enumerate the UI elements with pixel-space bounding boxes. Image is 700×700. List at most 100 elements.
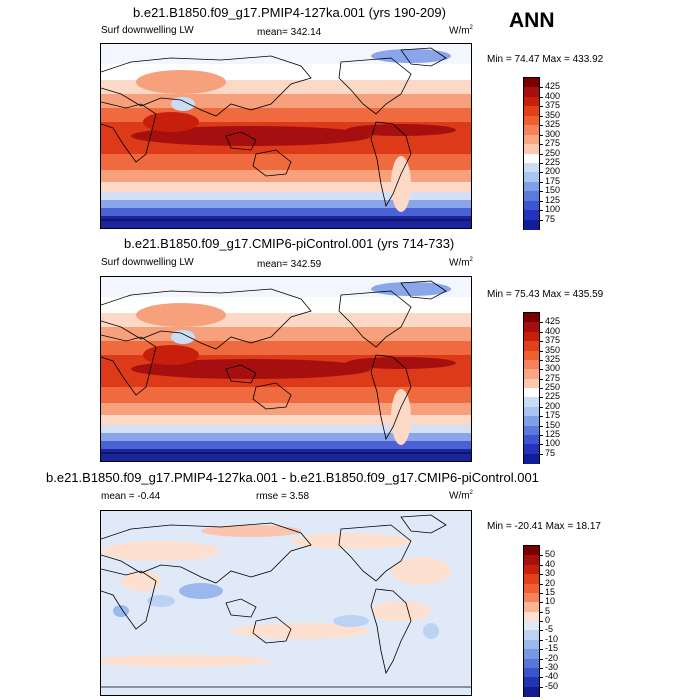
colorbar-swatch [524,388,539,398]
map-coastline [400,280,447,300]
map-andes [391,156,411,212]
map-tibet [171,330,195,344]
map-coastline [370,354,412,441]
colorbar-tick-label: 375 [545,100,561,111]
colorbar-swatch [524,96,539,107]
colorbar-tick [539,602,543,604]
colorbar-swatch [524,378,539,389]
map-warm-pool [346,124,456,136]
colorbar-swatch [524,341,539,351]
colorbar-tick [539,144,543,146]
colorbar-swatch [524,667,539,678]
map-anomaly-positive [371,601,431,621]
colorbar-swatch [524,397,539,408]
colorbar-tick [539,191,543,193]
map-anomaly-negative [113,605,129,617]
colorbar-swatch [524,322,539,333]
map-coastline [101,334,157,396]
map-band [101,192,471,200]
map-band [101,387,471,403]
map-band [101,403,471,415]
map-coastline [225,131,257,151]
colorbar-swatch [524,144,539,154]
colorbar-tick-label: 150 [545,419,561,430]
colorbar-tick-label: -30 [545,661,559,672]
colorbar-tick [539,564,543,566]
map-coastline [400,47,447,67]
colorbar-swatch [524,621,539,631]
colorbar-tick [539,219,543,221]
colorbar-swatch [524,78,539,88]
colorbar-tick [539,667,543,669]
colorbar-tick [539,388,543,389]
colorbar-swatch [524,125,539,136]
panel-2-colorbar [523,312,543,464]
map-anomaly-negative [179,583,223,599]
colorbar-tick-label: 350 [545,109,561,120]
colorbar-tick [539,453,543,455]
colorbar-swatch [524,564,539,575]
colorbar-swatch [524,134,539,145]
colorbar-tick-label: -50 [545,680,559,691]
map-coastline [101,101,157,163]
colorbar-tick [539,181,543,183]
colorbar-swatch [524,686,539,697]
colorbar-tick-label: 175 [545,175,561,186]
colorbar-tick [539,611,543,613]
colorbar-tick [539,153,543,155]
colorbar-swatch [524,602,539,613]
colorbar-swatch [524,406,539,417]
colorbar-swatch [524,677,539,688]
map-band [101,425,471,433]
map-band [101,216,471,228]
colorbar-tick-label: 275 [545,372,561,383]
panel-2-title: b.e21.B1850.f09_g17.CMIP6-piControl.001 … [124,236,455,251]
colorbar-tick-label: 400 [545,90,561,101]
map-anomaly-positive [391,557,451,585]
panel-1-colorbar [523,77,543,230]
colorbar-tick [539,96,543,98]
colorbar-tick-label: 175 [545,410,561,421]
colorbar-tick [539,87,543,89]
colorbar-tick [539,125,543,127]
colorbar-tick [539,350,543,352]
colorbar-tick [539,106,543,108]
panel-1-variable-label: Surf downwelling LW [101,25,194,36]
map-band [101,170,471,182]
colorbar-tick-label: 300 [545,128,561,139]
colorbar-tick [539,677,543,679]
colorbar-tick [539,359,543,361]
map-band [101,94,471,108]
map-band [101,449,471,461]
colorbar-tick [539,434,543,436]
colorbar-tick-label: 100 [545,204,561,215]
map-anomaly-negative [147,595,175,607]
colorbar-tick [539,369,543,371]
panel-1-units: W/m2 [449,25,473,37]
colorbar-tick-label: 375 [545,335,561,346]
map-band [101,327,471,341]
colorbar-swatch [524,453,539,464]
colorbar-tick-label: 0 [545,615,551,625]
map-warm-pool [131,126,371,146]
colorbar-swatch [524,416,539,426]
map-coastline [101,522,312,584]
panel-3-map [100,510,472,696]
colorbar-tick-label: -15 [545,643,559,654]
map-band [101,441,471,449]
colorbar-tick-label: 5 [545,605,551,616]
map-coastline [252,149,292,177]
colorbar-swatch [524,546,539,556]
colorbar-swatch [524,87,539,98]
colorbar-tick [539,406,543,408]
map-coastline [338,524,412,582]
colorbar-swatch [524,611,539,622]
map-coastline [101,55,312,117]
colorbar-swatch [524,630,539,641]
panel-2-mean-label: mean= 342.59 [257,259,322,270]
colorbar-tick-label: 100 [545,438,561,449]
colorbar-swatch [524,210,539,221]
colorbar-tick [539,555,543,557]
colorbar-tick-label: 200 [545,166,561,177]
colorbar-tick [539,686,543,688]
